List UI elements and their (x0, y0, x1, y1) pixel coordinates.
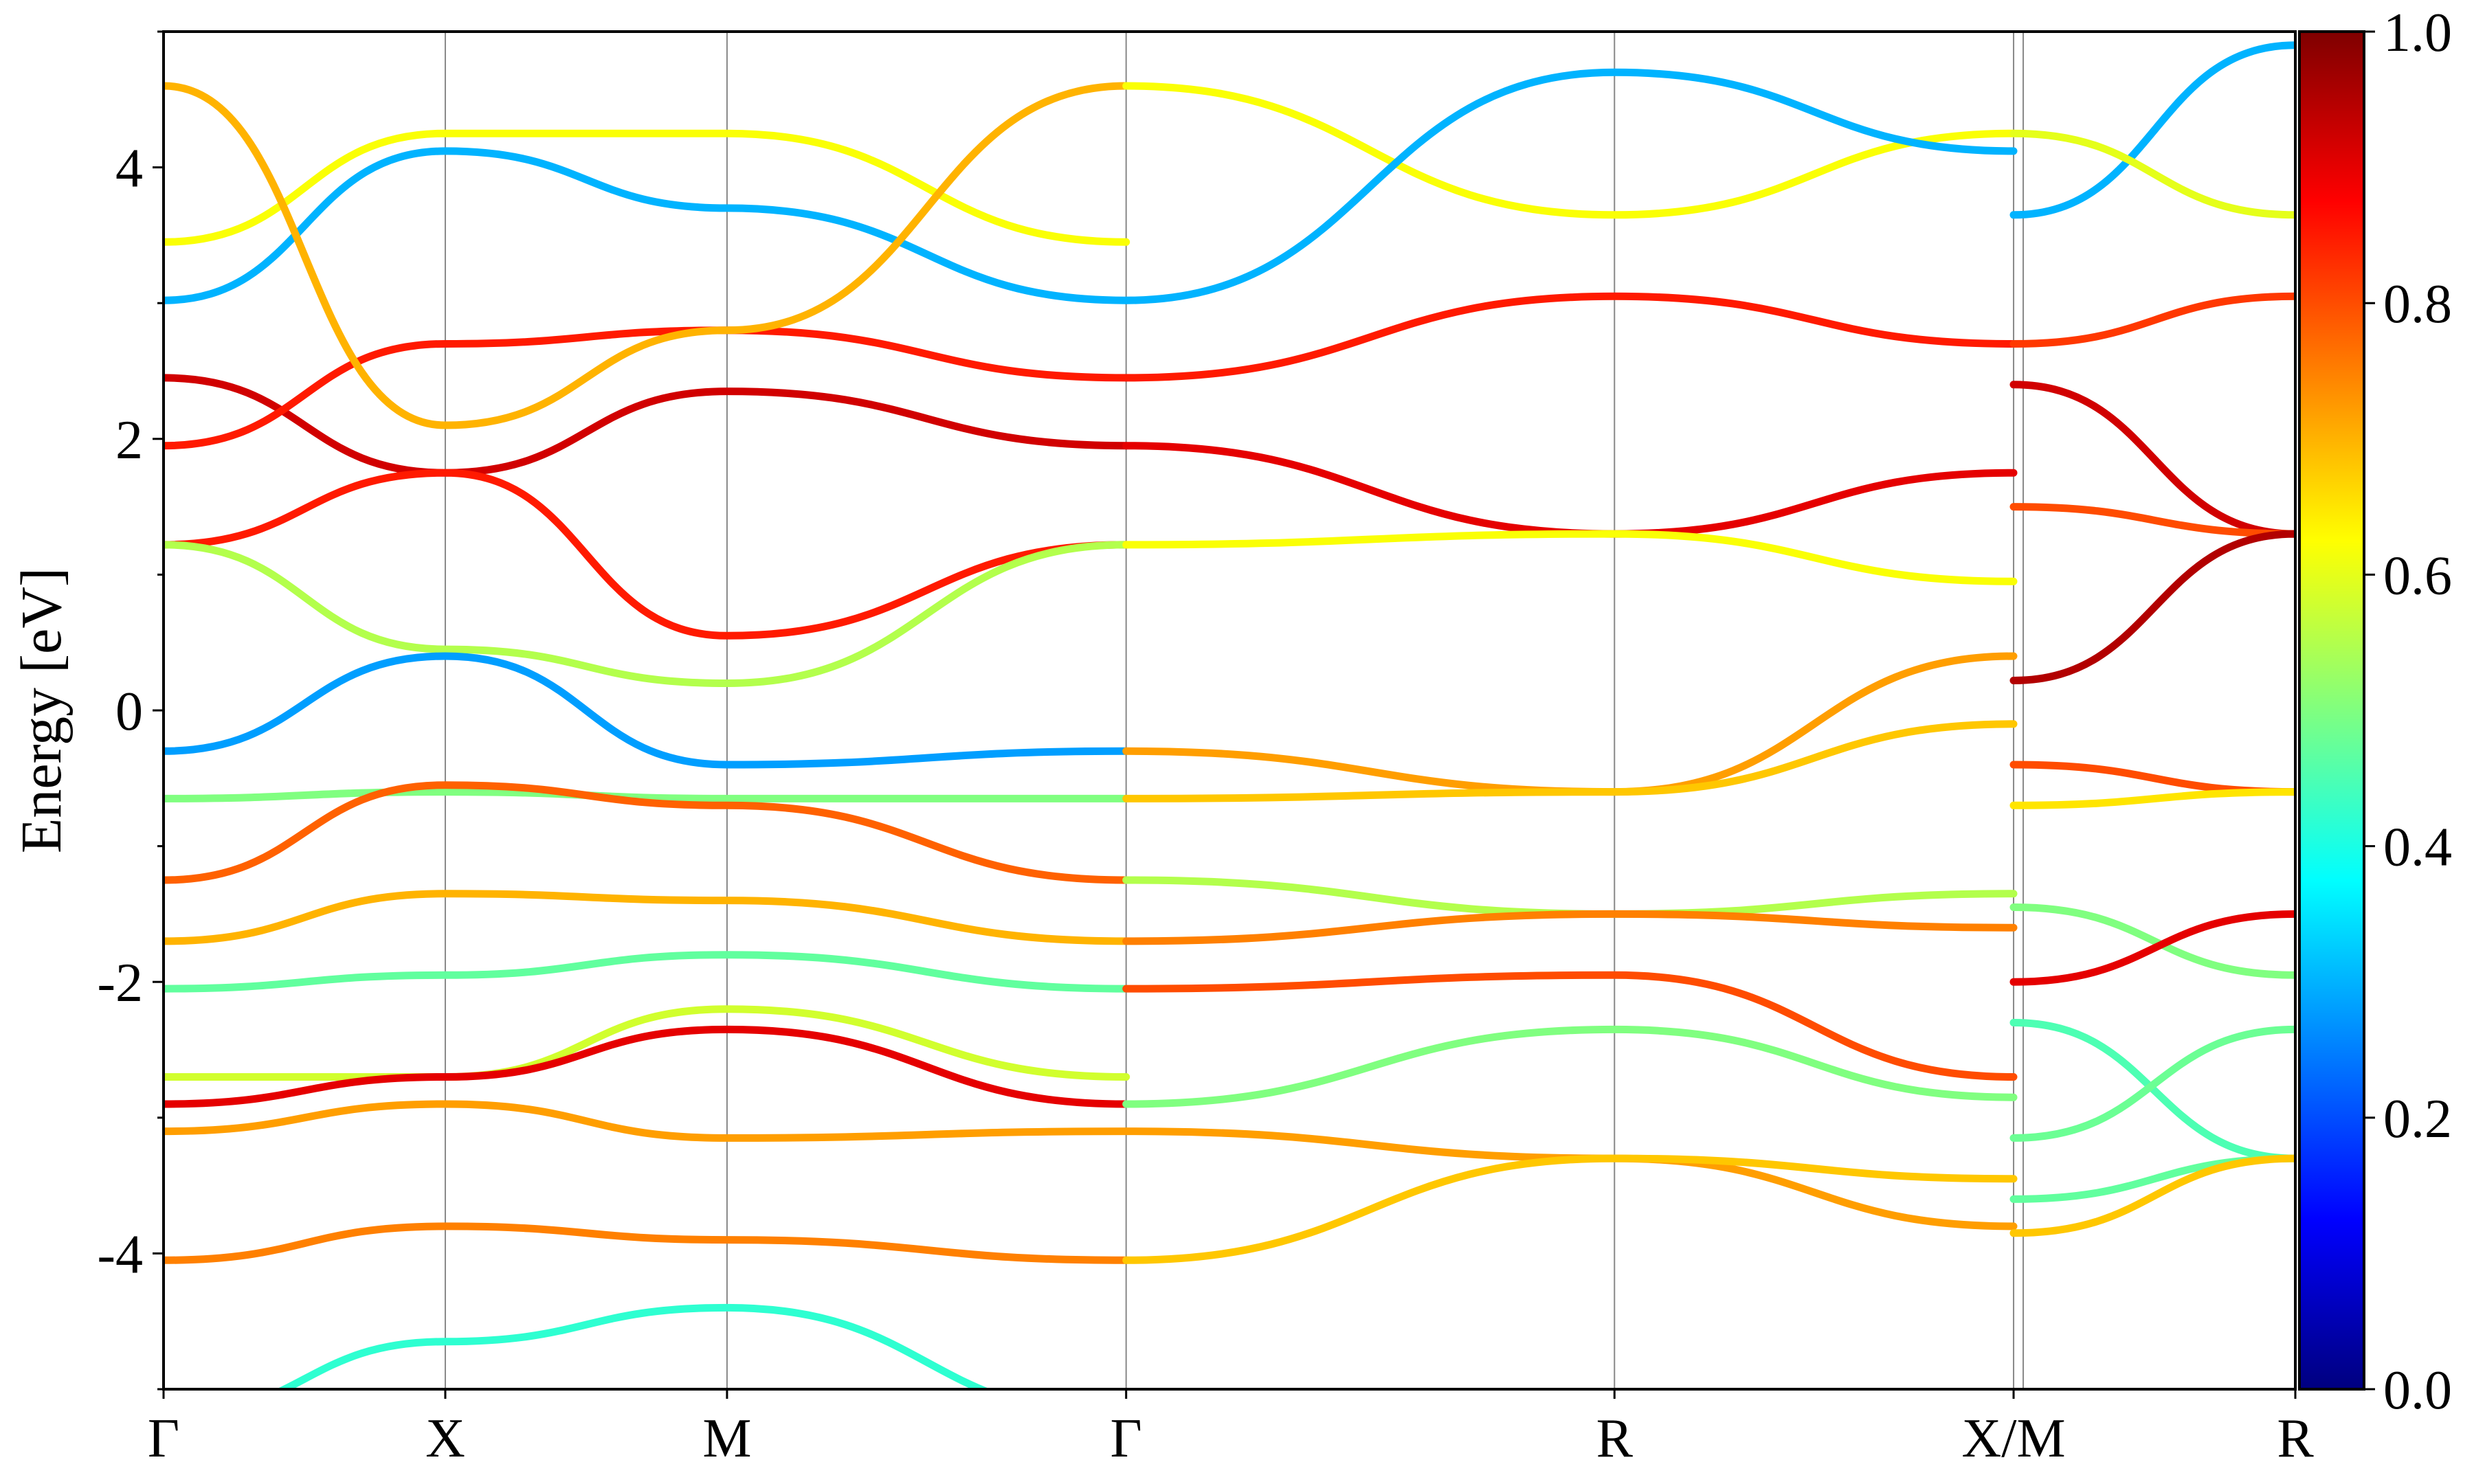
band-line (164, 890, 1130, 945)
band-line (164, 781, 1130, 884)
band-line (164, 82, 1130, 429)
band-line (1122, 292, 2018, 382)
band-line (1122, 1025, 2018, 1108)
colorbar-tick-label: 0.4 (2383, 818, 2452, 878)
colorbar-tick-label: 1.0 (2383, 3, 2452, 63)
high-symmetry-lines (444, 32, 2025, 1389)
band-line (164, 788, 1130, 802)
colorbar-tick-label: 0.0 (2383, 1360, 2452, 1421)
band-line (164, 469, 1130, 640)
band-line (2009, 503, 2295, 538)
band-line (2009, 129, 2295, 219)
band-line (1122, 971, 2018, 1081)
x-tick-label: Γ (1111, 1408, 1142, 1469)
band-line (164, 374, 1130, 477)
band-line (164, 129, 1130, 246)
band-line (1122, 1154, 2018, 1264)
y-tick-label: -2 (97, 953, 143, 1013)
band-line (164, 541, 1130, 688)
colorbar-gradient (2298, 30, 2365, 1391)
x-tick-label: X (425, 1408, 465, 1469)
band-line (2009, 910, 2295, 986)
y-tick-label: 0 (115, 682, 143, 742)
x-tick-label: R (2277, 1408, 2314, 1469)
band-line (2009, 788, 2295, 809)
x-tick-label: M (702, 1408, 751, 1469)
band-line (164, 326, 1130, 450)
band-line (2009, 530, 2295, 684)
band-line (164, 1100, 1130, 1142)
band-lines (164, 41, 2295, 1389)
band-line (164, 951, 1130, 993)
y-axis: -4 -2 0 2 4 (97, 30, 164, 1391)
x-tick-label: X/M (1961, 1408, 2065, 1469)
colorbar: 0.0 0.2 0.4 0.6 0.8 1.0 (2298, 3, 2452, 1421)
x-tick-label: R (1596, 1408, 1634, 1469)
y-tick-label: 2 (115, 410, 143, 471)
band-line (1122, 530, 2018, 585)
band-line (2009, 292, 2295, 348)
band-line (2009, 903, 2295, 979)
colorbar-tick-label: 0.8 (2383, 274, 2452, 335)
band-line (2009, 761, 2295, 796)
band-line (1122, 1127, 2018, 1230)
plot-frame (162, 30, 2297, 1391)
band-line (1122, 910, 2018, 945)
band-line (2009, 1019, 2295, 1162)
x-tick-label: Γ (148, 1408, 179, 1469)
band-line (1122, 652, 2018, 796)
x-axis: Γ X M Γ R X/M R (148, 1389, 2314, 1469)
y-tick-label: 4 (115, 139, 143, 199)
band-line (1122, 720, 2018, 802)
colorbar-tick-label: 0.6 (2383, 546, 2452, 606)
colorbar-tick-label: 0.2 (2383, 1089, 2452, 1149)
band-line (2009, 1154, 2295, 1237)
band-line (276, 1303, 991, 1389)
band-line (164, 147, 1130, 304)
band-line (2009, 1025, 2295, 1142)
band-line (1122, 442, 2018, 538)
band-line (1122, 82, 2018, 219)
band-line (164, 1005, 1130, 1081)
band-line (164, 1222, 1130, 1264)
band-line (2009, 41, 2295, 219)
band-line (1122, 68, 2018, 304)
band-line (2009, 381, 2295, 538)
y-tick-label: -4 (97, 1224, 143, 1285)
band-line (164, 652, 1130, 769)
band-line (1122, 876, 2018, 918)
band-line (164, 1025, 1130, 1108)
y-axis-label: Energy [eV] (10, 567, 74, 853)
